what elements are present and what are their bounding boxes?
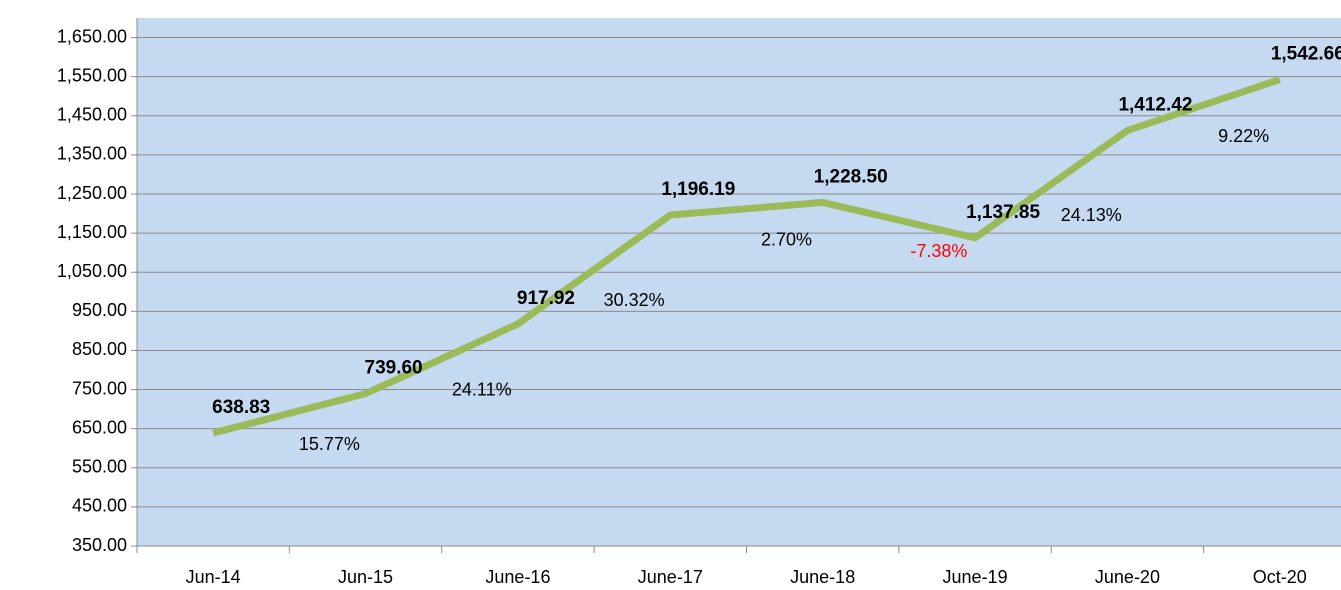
- x-tick-label: June-20: [1095, 567, 1160, 587]
- growth-label: 24.13%: [1061, 205, 1122, 225]
- x-tick-label: June-19: [943, 567, 1008, 587]
- growth-label: 15.77%: [299, 434, 360, 454]
- growth-label: 30.32%: [604, 290, 665, 310]
- x-tick-label: Jun-14: [186, 567, 241, 587]
- y-tick-label: 1,050.00: [57, 261, 127, 281]
- y-tick-label: 550.00: [72, 457, 127, 477]
- value-label: 917.92: [517, 288, 575, 309]
- y-tick-label: 750.00: [72, 378, 127, 398]
- y-tick-label: 350.00: [72, 535, 127, 555]
- growth-label: 2.70%: [761, 229, 812, 249]
- value-label: 1,228.50: [814, 166, 888, 187]
- growth-label: 9.22%: [1218, 126, 1269, 146]
- y-tick-label: 1,350.00: [57, 144, 127, 164]
- value-label: 1,412.42: [1118, 94, 1192, 115]
- x-tick-label: Jun-15: [338, 567, 393, 587]
- y-tick-label: 650.00: [72, 417, 127, 437]
- y-tick-label: 1,550.00: [57, 65, 127, 85]
- y-tick-label: 450.00: [72, 496, 127, 516]
- value-label: 739.60: [365, 358, 423, 379]
- plot-area: [137, 18, 1341, 546]
- x-tick-label: June-17: [638, 567, 703, 587]
- value-label: 1,542.66: [1271, 44, 1341, 65]
- growth-label: 24.11%: [452, 380, 512, 400]
- y-tick-label: 850.00: [72, 339, 127, 359]
- x-tick-label: June-16: [485, 567, 550, 587]
- value-label: 1,196.19: [661, 179, 735, 200]
- data-line: [212, 76, 1281, 437]
- growth-label: -7.38%: [910, 241, 967, 261]
- x-tick-label: Oct-20: [1253, 567, 1307, 587]
- value-label: 638.83: [212, 397, 270, 418]
- y-tick-label: 950.00: [72, 300, 127, 320]
- y-tick-label: 1,250.00: [57, 183, 127, 203]
- y-tick-label: 1,650.00: [57, 26, 127, 46]
- y-tick-label: 1,150.00: [57, 222, 127, 242]
- y-tick-label: 1,450.00: [57, 105, 127, 125]
- value-label: 1,137.85: [966, 202, 1040, 223]
- x-tick-label: June-18: [790, 567, 855, 587]
